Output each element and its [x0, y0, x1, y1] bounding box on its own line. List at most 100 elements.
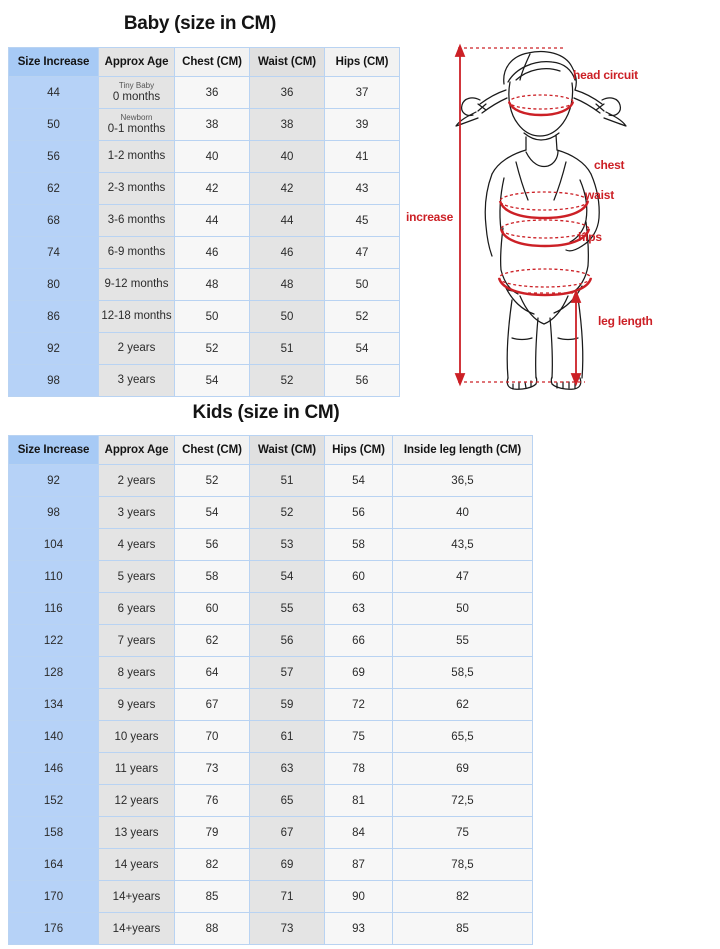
cell-age: 11 years [98, 752, 175, 785]
cell-chest: 58 [174, 560, 250, 593]
cell-waist: 59 [249, 688, 325, 721]
cell-size: 62 [8, 172, 99, 205]
cell-hips: 43 [324, 172, 400, 205]
cell-waist: 38 [249, 108, 325, 141]
cell-size: 158 [8, 816, 99, 849]
table-row: 146 11 years 73 63 78 69 [8, 752, 533, 785]
cell-waist: 71 [249, 880, 325, 913]
column-header-chest: Chest (CM) [174, 435, 250, 465]
cell-age: 8 years [98, 656, 175, 689]
table-header-row: Size Increase Approx Age Chest (CM) Wais… [8, 47, 400, 77]
cell-age: 9-12 months [98, 268, 175, 301]
cell-inseam: 58,5 [392, 656, 533, 689]
cell-waist: 50 [249, 300, 325, 333]
cell-size: 68 [8, 204, 99, 237]
column-header-waist: Waist (CM) [249, 47, 325, 77]
cell-size: 92 [8, 464, 99, 497]
cell-chest: 88 [174, 912, 250, 945]
cell-waist: 63 [249, 752, 325, 785]
cell-hips: 66 [324, 624, 393, 657]
cell-age: 6-9 months [98, 236, 175, 269]
cell-size: 56 [8, 140, 99, 173]
cell-hips: 90 [324, 880, 393, 913]
cell-waist: 52 [249, 364, 325, 397]
cell-size: 152 [8, 784, 99, 817]
cell-size: 104 [8, 528, 99, 561]
column-header-approx-age: Approx Age [98, 435, 175, 465]
cell-age: 7 years [98, 624, 175, 657]
table-row: 134 9 years 67 59 72 62 [8, 688, 533, 721]
label-leg-length: leg length [598, 314, 653, 328]
cell-chest: 79 [174, 816, 250, 849]
cell-hips: 45 [324, 204, 400, 237]
cell-age: 3 years [98, 364, 175, 397]
cell-chest: 73 [174, 752, 250, 785]
cell-size: 86 [8, 300, 99, 333]
cell-age: Tiny Baby 0 months [98, 76, 175, 109]
cell-age: Newborn 0-1 months [98, 108, 175, 141]
cell-chest: 56 [174, 528, 250, 561]
cell-size: 50 [8, 108, 99, 141]
column-header-size-increase: Size Increase [8, 435, 99, 465]
cell-size: 146 [8, 752, 99, 785]
column-header-chest: Chest (CM) [174, 47, 250, 77]
cell-size: 140 [8, 720, 99, 753]
cell-waist: 61 [249, 720, 325, 753]
baby-size-table: Size Increase Approx Age Chest (CM) Wais… [8, 47, 400, 397]
cell-age: 12-18 months [98, 300, 175, 333]
cell-inseam: 62 [392, 688, 533, 721]
age-main-label: 3-6 months [107, 214, 166, 226]
cell-waist: 69 [249, 848, 325, 881]
table-row: 74 6-9 months 46 46 47 [8, 236, 400, 269]
cell-hips: 93 [324, 912, 393, 945]
cell-age: 1-2 months [98, 140, 175, 173]
cell-waist: 51 [249, 464, 325, 497]
cell-waist: 51 [249, 332, 325, 365]
label-chest: chest [594, 158, 625, 172]
table-row: 98 3 years 54 52 56 40 [8, 496, 533, 529]
cell-chest: 36 [174, 76, 250, 109]
table-row: 152 12 years 76 65 81 72,5 [8, 784, 533, 817]
cell-inseam: 65,5 [392, 720, 533, 753]
cell-waist: 67 [249, 816, 325, 849]
column-header-inside-leg-length: Inside leg length (CM) [392, 435, 533, 465]
cell-waist: 73 [249, 912, 325, 945]
cell-size: 98 [8, 496, 99, 529]
cell-hips: 54 [324, 332, 400, 365]
cell-hips: 47 [324, 236, 400, 269]
cell-hips: 52 [324, 300, 400, 333]
cell-waist: 40 [249, 140, 325, 173]
table-row: 50 Newborn 0-1 months 38 38 39 [8, 108, 400, 141]
cell-size: 134 [8, 688, 99, 721]
cell-chest: 64 [174, 656, 250, 689]
cell-inseam: 82 [392, 880, 533, 913]
cell-inseam: 55 [392, 624, 533, 657]
cell-chest: 85 [174, 880, 250, 913]
cell-size: 164 [8, 848, 99, 881]
age-main-label: 9-12 months [104, 278, 169, 290]
table-row: 86 12-18 months 50 50 52 [8, 300, 400, 333]
cell-chest: 76 [174, 784, 250, 817]
cell-chest: 52 [174, 332, 250, 365]
cell-chest: 67 [174, 688, 250, 721]
cell-waist: 36 [249, 76, 325, 109]
table-row: 164 14 years 82 69 87 78,5 [8, 848, 533, 881]
table-row: 176 14+years 88 73 93 85 [8, 912, 533, 945]
cell-chest: 54 [174, 496, 250, 529]
cell-age: 14 years [98, 848, 175, 881]
cell-hips: 63 [324, 592, 393, 625]
cell-waist: 44 [249, 204, 325, 237]
label-head-circuit: head circuit [573, 68, 638, 82]
age-main-label: 6-9 months [107, 246, 166, 258]
cell-inseam: 47 [392, 560, 533, 593]
cell-hips: 60 [324, 560, 393, 593]
age-main-label: 2 years [117, 342, 156, 354]
table-row: 116 6 years 60 55 63 50 [8, 592, 533, 625]
cell-chest: 40 [174, 140, 250, 173]
cell-age: 2-3 months [98, 172, 175, 205]
cell-chest: 70 [174, 720, 250, 753]
table-row: 44 Tiny Baby 0 months 36 36 37 [8, 76, 400, 109]
cell-inseam: 50 [392, 592, 533, 625]
kids-chart-title: Kids (size in CM) [192, 402, 340, 423]
cell-inseam: 43,5 [392, 528, 533, 561]
